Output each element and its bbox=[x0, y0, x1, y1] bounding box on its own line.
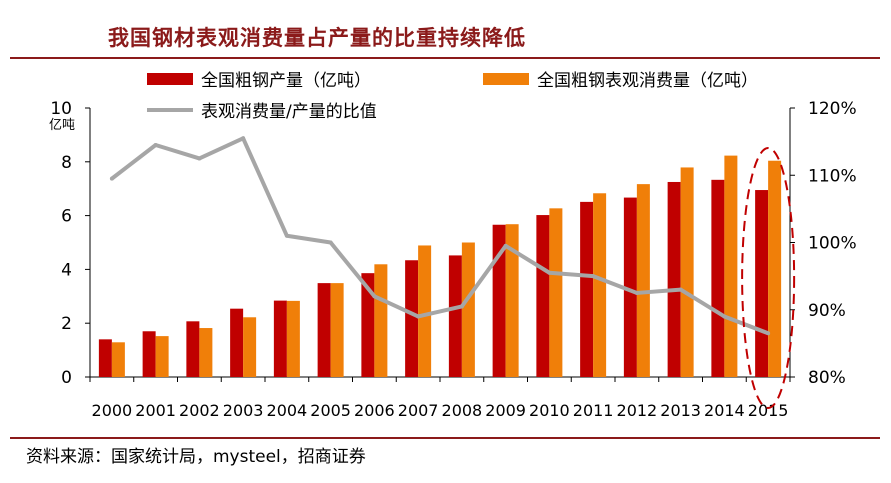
ratio-point-2011 bbox=[591, 274, 596, 279]
ratio-point-2000 bbox=[109, 176, 114, 181]
bar-production-2011 bbox=[580, 201, 594, 377]
bar-production-2002 bbox=[186, 321, 200, 377]
source-divider bbox=[10, 437, 880, 439]
bar-production-2015 bbox=[755, 190, 769, 377]
legend-item-production: 全国粗钢产量（亿吨） bbox=[147, 66, 371, 91]
bar-production-2012 bbox=[623, 197, 637, 377]
bar-consumption-2004 bbox=[286, 300, 300, 377]
ratio-point-2005 bbox=[328, 240, 333, 245]
source-note: 资料来源：国家统计局，mysteel，招商证券 bbox=[26, 447, 366, 467]
bar-production-2009 bbox=[492, 224, 506, 377]
chart-title: 我国钢材表观消费量占产量的比重持续降低 bbox=[108, 25, 526, 50]
bar-production-2003 bbox=[230, 308, 244, 377]
left-axis-unit: 亿吨 bbox=[49, 118, 75, 133]
ratio-point-2014 bbox=[722, 314, 727, 319]
ratio-point-2010 bbox=[547, 270, 552, 275]
legend-item-ratio: 表观消费量/产量的比值 bbox=[147, 97, 377, 122]
ratio-line bbox=[110, 136, 769, 336]
bar-consumption-2005 bbox=[330, 283, 344, 377]
bar-consumption-2006 bbox=[374, 264, 388, 377]
bar-consumption-2000 bbox=[111, 342, 125, 377]
highlight-ellipse-2015 bbox=[741, 147, 796, 409]
left-tick-label: 6 bbox=[61, 207, 72, 227]
bar-production-2005 bbox=[317, 283, 331, 377]
legend-item-consumption: 全国粗钢表观消费量（亿吨） bbox=[483, 66, 758, 91]
left-tick-label: 10 bbox=[50, 99, 72, 119]
x-tick-label: 2000 bbox=[92, 401, 133, 420]
bar-production-2008 bbox=[448, 255, 462, 377]
ratio-point-2015 bbox=[766, 331, 771, 336]
right-tick-label: 90% bbox=[808, 301, 846, 321]
legend-label-ratio: 表观消费量/产量的比值 bbox=[201, 102, 377, 122]
bar-production-2006 bbox=[361, 273, 375, 377]
ratio-point-2002 bbox=[197, 156, 202, 161]
ratio-point-2007 bbox=[416, 314, 421, 319]
bar-production-2001 bbox=[142, 331, 156, 377]
legend-label-production: 全国粗钢产量（亿吨） bbox=[201, 71, 371, 91]
right-tick-label: 110% bbox=[808, 166, 857, 186]
x-tick-label: 2004 bbox=[267, 401, 308, 420]
x-tick-label: 2007 bbox=[398, 401, 439, 420]
legend-swatch-production bbox=[147, 72, 193, 85]
bar-consumption-2010 bbox=[549, 208, 563, 377]
right-tick-label: 120% bbox=[808, 99, 857, 119]
bar-consumption-2013 bbox=[680, 167, 694, 377]
legend-label-consumption: 全国粗钢表观消费量（亿吨） bbox=[537, 71, 758, 91]
x-tick-label: 2002 bbox=[179, 401, 220, 420]
legend-swatch-consumption bbox=[483, 72, 529, 85]
x-tick-label: 2011 bbox=[573, 401, 614, 420]
left-tick-label: 0 bbox=[61, 368, 72, 388]
right-tick-label: 80% bbox=[808, 368, 846, 388]
ratio-point-2004 bbox=[284, 233, 289, 238]
ratio-point-2008 bbox=[459, 304, 464, 309]
x-tick-label: 2012 bbox=[617, 401, 658, 420]
bar-production-2010 bbox=[536, 215, 550, 377]
bar-consumption-2007 bbox=[418, 245, 432, 377]
x-tick-label: 2015 bbox=[748, 401, 789, 420]
bar-consumption-2012 bbox=[636, 184, 650, 377]
left-tick-label: 4 bbox=[61, 260, 72, 280]
ratio-point-2013 bbox=[678, 287, 683, 292]
ratio-point-2006 bbox=[372, 294, 377, 299]
bar-consumption-2014 bbox=[724, 155, 738, 377]
bar-production-2014 bbox=[711, 179, 725, 377]
left-tick-label: 2 bbox=[61, 314, 72, 334]
bar-consumption-2001 bbox=[155, 336, 169, 377]
bar-production-2000 bbox=[98, 339, 112, 377]
bar-consumption-2002 bbox=[199, 328, 213, 377]
ratio-point-2012 bbox=[634, 290, 639, 295]
legend-swatch-ratio bbox=[147, 107, 193, 112]
left-tick-label: 8 bbox=[61, 153, 72, 173]
x-tick-label: 2008 bbox=[442, 401, 483, 420]
bar-consumption-2009 bbox=[505, 224, 519, 377]
bar-production-2004 bbox=[273, 300, 287, 377]
right-tick-label: 100% bbox=[808, 234, 857, 254]
bar-consumption-2015 bbox=[768, 160, 782, 377]
bar-production-2013 bbox=[667, 181, 681, 377]
x-tick-label: 2003 bbox=[223, 401, 264, 420]
bar-consumption-2008 bbox=[461, 242, 475, 377]
title-divider bbox=[10, 57, 880, 59]
x-tick-label: 2009 bbox=[485, 401, 526, 420]
x-tick-label: 2005 bbox=[310, 401, 351, 420]
x-tick-label: 2006 bbox=[354, 401, 395, 420]
bar-consumption-2003 bbox=[243, 317, 257, 377]
bar-production-2007 bbox=[405, 260, 419, 377]
bar-consumption-2011 bbox=[593, 193, 607, 377]
x-tick-label: 2013 bbox=[660, 401, 701, 420]
ratio-point-2009 bbox=[503, 243, 508, 248]
x-tick-label: 2001 bbox=[135, 401, 176, 420]
x-tick-label: 2014 bbox=[704, 401, 745, 420]
ratio-point-2003 bbox=[241, 136, 246, 141]
x-tick-label: 2010 bbox=[529, 401, 570, 420]
ratio-point-2001 bbox=[153, 142, 158, 147]
